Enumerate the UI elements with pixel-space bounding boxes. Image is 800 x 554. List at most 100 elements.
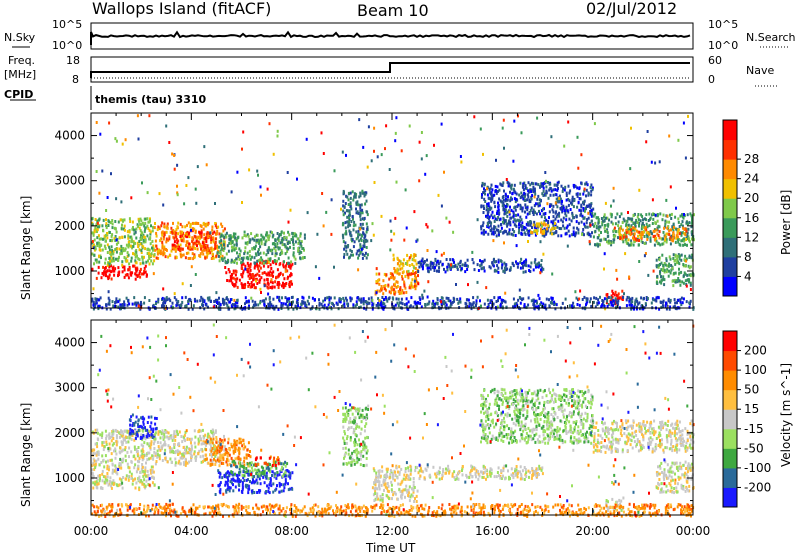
data-cell	[287, 230, 290, 234]
data-cell	[682, 243, 685, 247]
data-cell	[684, 279, 687, 283]
data-cell	[396, 257, 399, 261]
data-cell	[161, 246, 164, 250]
data-cell	[95, 453, 98, 457]
data-cell	[603, 305, 606, 308]
data-cell	[569, 189, 572, 193]
data-cell	[269, 286, 272, 289]
data-cell	[588, 203, 591, 207]
data-cell	[110, 439, 113, 443]
data-cell	[614, 222, 617, 226]
data-cell	[351, 215, 354, 219]
data-cell	[249, 268, 252, 272]
data-cell	[630, 241, 633, 245]
data-cell	[486, 187, 489, 191]
data-cell	[510, 208, 513, 212]
data-cell	[126, 273, 129, 277]
data-cell	[184, 256, 187, 260]
data-cell	[187, 221, 190, 225]
data-cell	[403, 303, 406, 307]
data-cell	[669, 271, 672, 275]
data-cell	[103, 244, 106, 248]
data-cell	[96, 244, 99, 247]
data-cell	[209, 251, 212, 255]
data-cell	[636, 215, 639, 219]
data-cell	[156, 252, 159, 256]
data-cell	[482, 266, 485, 270]
data-cell	[682, 263, 685, 266]
data-cell	[356, 200, 359, 204]
data-cell	[300, 244, 303, 248]
data-cell	[603, 237, 606, 241]
data-cell	[659, 272, 662, 276]
data-cell	[92, 475, 95, 479]
data-cell	[674, 227, 677, 231]
data-cell	[185, 304, 188, 308]
data-cell	[567, 203, 570, 207]
data-cell	[268, 297, 271, 301]
data-cell	[143, 266, 146, 270]
data-cell	[576, 194, 579, 198]
data-cell	[526, 221, 529, 225]
data-cell	[97, 457, 100, 461]
data-cell	[101, 443, 104, 447]
data-cell	[575, 215, 578, 219]
data-cell	[277, 281, 280, 284]
data-cell	[189, 245, 192, 249]
data-cell	[362, 300, 365, 303]
data-cell	[566, 224, 569, 228]
data-cell	[651, 232, 654, 236]
data-cell	[663, 270, 666, 274]
data-cell	[261, 271, 264, 275]
data-cell	[222, 249, 225, 252]
data-cell	[105, 239, 107, 243]
data-cell	[617, 292, 620, 296]
data-cell	[282, 281, 284, 285]
data-cell	[152, 427, 155, 431]
data-cell	[608, 218, 610, 222]
data-cell	[544, 171, 547, 174]
data-cell	[137, 304, 140, 308]
data-cell	[351, 238, 354, 242]
data-cell	[597, 216, 600, 220]
data-cell	[115, 139, 118, 143]
data-cell	[460, 267, 463, 271]
data-cell	[104, 454, 107, 458]
noise-scatter	[91, 114, 692, 311]
data-cell	[173, 296, 176, 300]
data-cell	[521, 221, 524, 225]
data-cell	[260, 233, 263, 237]
data-cell	[571, 197, 574, 201]
data-cell	[539, 240, 542, 244]
data-cell	[210, 445, 212, 449]
data-cell	[384, 304, 387, 308]
data-cell	[414, 287, 417, 291]
data-cell	[146, 224, 149, 228]
data-cell	[597, 221, 600, 225]
data-cell	[165, 240, 168, 244]
data-cell	[153, 226, 156, 230]
data-cell	[527, 181, 530, 185]
data-cell	[672, 235, 675, 239]
data-cell	[158, 227, 161, 231]
data-cell	[139, 471, 142, 474]
data-cell	[267, 257, 270, 261]
data-cell	[524, 260, 527, 264]
data-cell	[148, 430, 151, 434]
data-cell	[502, 118, 505, 122]
data-cell	[569, 208, 572, 211]
data-cell	[486, 298, 489, 302]
data-cell	[530, 261, 533, 265]
data-cell	[111, 266, 114, 270]
data-cell	[635, 229, 638, 233]
data-cell	[94, 464, 97, 468]
data-cell	[556, 213, 559, 217]
data-cell	[506, 210, 509, 214]
data-cell	[434, 266, 436, 269]
data-cell	[203, 245, 206, 249]
data-cell	[535, 226, 538, 230]
data-region	[154, 428, 226, 468]
data-cell	[624, 252, 627, 256]
data-cell	[692, 307, 695, 311]
data-cell	[421, 265, 424, 269]
